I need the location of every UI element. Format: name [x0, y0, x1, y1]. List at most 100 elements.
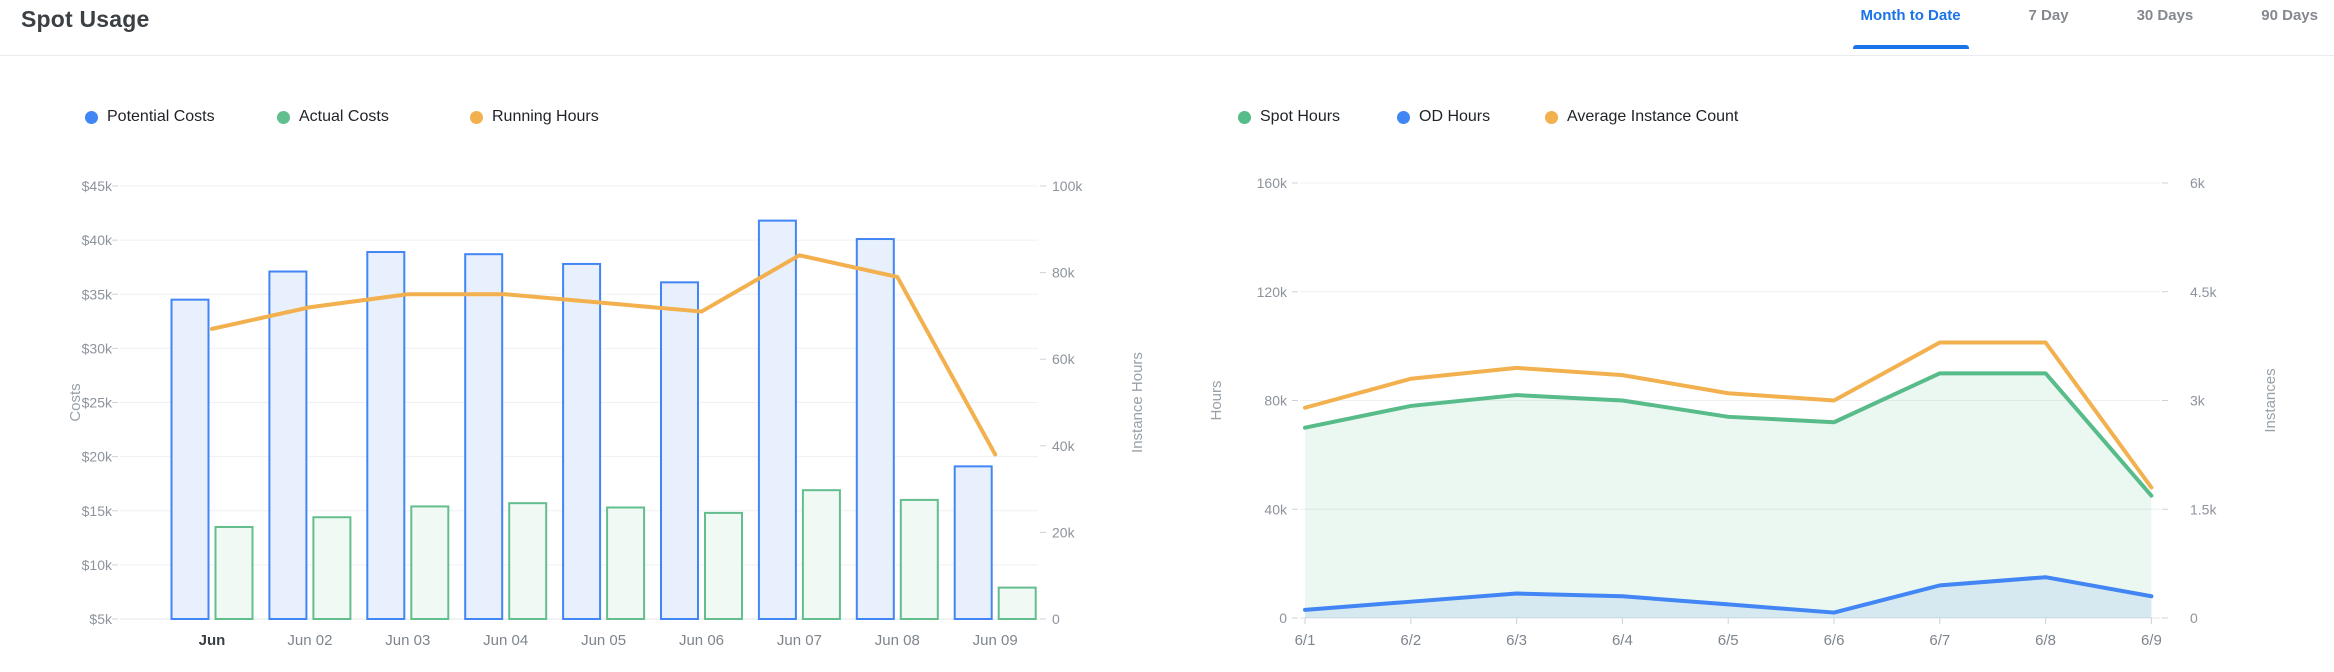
x-axis-label: Jun 05 [581, 632, 626, 649]
legend-dot-icon [1545, 110, 1558, 124]
legend-label: Spot Hours [1260, 108, 1341, 125]
bar-potential-costs-jun-05 [562, 262, 602, 620]
legend-label: OD Hours [1419, 108, 1491, 125]
area-spot-hours [1305, 373, 2152, 618]
chart-legend: Potential Costs Actual Costs Running Hours [0, 108, 1165, 132]
x-axis-label: Jun 08 [875, 632, 920, 649]
bar-potential-costs-jun-02 [268, 270, 308, 621]
tab-30-days[interactable]: 30 Days [2136, 7, 2194, 24]
y-axis-right-tick-label: 0 [2190, 610, 2198, 626]
x-axis-label: 6/3 [1506, 632, 1527, 649]
spot-usage-costs-chart: $5k $10k $15k $20k $25k $30k $35k $40k $45k 0 20k 4… [67, 178, 1146, 649]
y-axis-left-tick-label: 40k [1264, 501, 1288, 517]
x-axis-label: 6/1 [1295, 632, 1316, 649]
y-axis-left-name: Costs [67, 383, 84, 421]
bar-potential-costs-jun-04 [464, 253, 504, 620]
series-potential-costs [170, 219, 993, 621]
bar-actual-costs-jun-06 [704, 511, 743, 621]
line-running-hours [210, 253, 998, 457]
y-axis-left-tick-label: 0 [1279, 610, 1287, 626]
legend-label: Running Hours [492, 108, 599, 125]
bar-potential-costs-jun-06 [660, 281, 699, 620]
y-axis-left-tick-label: 80k [1264, 393, 1288, 409]
legend-dot-icon [85, 110, 98, 124]
legend-item-running-hours[interactable]: Running Hours [470, 108, 599, 126]
bar-potential-costs-jun-08 [855, 238, 895, 620]
y-axis-right-tick-label: 0 [1052, 611, 1060, 627]
x-axis-label: Jun 02 [287, 632, 332, 649]
legend-item-potential-costs[interactable]: Potential Costs [85, 108, 215, 126]
legend-label: Potential Costs [107, 108, 215, 125]
bar-actual-costs-jun-04 [508, 502, 548, 620]
x-axis-label: 6/2 [1400, 632, 1421, 649]
x-axis-label: Jun 06 [679, 632, 724, 649]
legend-dot-icon [1397, 110, 1410, 124]
spot-usage-hours-chart: 0 40k 80k 120k 160k 0 1.5k 3k 4.5k 6k Hours Instanc… [1208, 175, 2279, 649]
bar-potential-costs-jun-07 [757, 219, 797, 620]
line-od-hours [1303, 575, 2154, 615]
header-tabs: Month to Date 7 Day 30 Days 90 Days [1852, 7, 2318, 49]
y-axis-left-tick-label: 160k [1257, 175, 1288, 191]
series-actual-costs [214, 489, 1037, 621]
y-axis-right-tick-label: 3k [2190, 393, 2206, 409]
legend-dot-icon [1238, 110, 1251, 124]
x-axis-label: 6/5 [1718, 632, 1739, 649]
bar-potential-costs-jun-03 [366, 251, 406, 620]
tab-7-day[interactable]: 7 Day [2028, 7, 2069, 24]
y-axis-left-name: Hours [1208, 380, 1225, 420]
x-axis-label: 6/9 [2141, 632, 2162, 649]
y-axis-left-tick-label: $10k [82, 557, 113, 573]
legend-dot-icon [470, 110, 483, 124]
bar-actual-costs-jun-08 [899, 498, 939, 620]
y-axis-right-tick-label: 20k [1052, 524, 1076, 540]
y-axis-left-tick-label: $45k [82, 178, 113, 194]
bar-actual-costs-jun-02 [312, 516, 352, 620]
legend-label: Actual Costs [299, 108, 389, 125]
y-axis-right-tick-label: 60k [1052, 351, 1076, 367]
line-spot-hours [1303, 371, 2154, 498]
y-axis-left-tick-label: $40k [82, 232, 113, 248]
y-axis-left-tick-label: $25k [82, 395, 113, 411]
x-axis-label: Jun 03 [385, 632, 430, 649]
legend-item-average-instance-count[interactable]: Average Instance Count [1545, 108, 1738, 126]
y-axis-left-tick-label: $35k [82, 286, 113, 302]
y-axis-right-tick-label: 100k [1052, 178, 1083, 194]
y-axis-right-tick-label: 6k [2190, 175, 2206, 191]
x-axis-label: Jun 09 [973, 632, 1018, 649]
x-axis-label: Jun 04 [483, 632, 528, 649]
bar-actual-costs-jun [214, 525, 254, 620]
legend-label: Average Instance Count [1567, 108, 1739, 125]
page-header: Spot Usage Month to Date 7 Day 30 Days 90 D… [0, 0, 2334, 56]
y-axis-right-tick-label: 1.5k [2190, 501, 2217, 517]
y-axis-left-tick-label: $20k [82, 449, 113, 465]
y-axis-left-tick-label: 120k [1257, 284, 1288, 300]
y-axis-left-tick-label: $30k [82, 340, 113, 356]
y-axis-left-tick-label: $5k [89, 611, 113, 627]
bar-potential-costs-jun-09 [953, 465, 993, 620]
y-axis-left-tick-label: $15k [82, 503, 113, 519]
x-axis-label: Jun [199, 632, 226, 649]
tab-90-days[interactable]: 90 Days [2261, 7, 2318, 24]
x-axis-label: Jun 07 [777, 632, 822, 649]
x-axis-label: 6/4 [1612, 632, 1633, 649]
page-title: Spot Usage [21, 6, 150, 32]
y-axis-right-name: Instance Hours [1129, 352, 1146, 453]
legend-item-actual-costs[interactable]: Actual Costs [277, 108, 389, 126]
y-axis-right-tick-label: 80k [1052, 265, 1076, 281]
legend-item-spot-hours[interactable]: Spot Hours [1238, 108, 1340, 126]
gridlines [1292, 182, 2168, 624]
costs-chart-panel: Potential Costs Actual Costs Running Hours… [0, 85, 1165, 672]
line-average-instance-count [1303, 340, 2154, 490]
hours-chart-panel: Spot Hours OD Hours Average Instance Count… [1165, 85, 2334, 672]
legend-item-od-hours[interactable]: OD Hours [1397, 108, 1490, 126]
x-axis-label: 6/7 [1929, 632, 1950, 649]
bar-actual-costs-jun-03 [410, 505, 450, 621]
x-axis-label: 6/8 [2035, 632, 2056, 649]
legend-dot-icon [277, 110, 290, 124]
tab-month-to-date[interactable]: Month to Date [1852, 7, 1969, 49]
bar-potential-costs-jun [170, 298, 210, 620]
y-axis-right-tick-label: 4.5k [2190, 284, 2217, 300]
bar-actual-costs-jun-05 [606, 506, 646, 620]
bar-actual-costs-jun-09 [997, 586, 1037, 621]
